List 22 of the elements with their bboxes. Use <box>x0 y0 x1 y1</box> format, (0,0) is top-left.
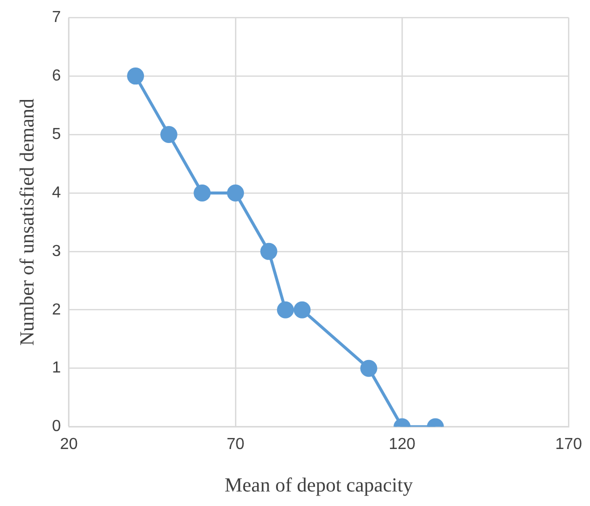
x-tick-label: 120 <box>388 436 416 453</box>
y-tick-label: 0 <box>52 418 61 436</box>
point <box>294 301 311 318</box>
point <box>127 68 144 85</box>
y-tick-label: 5 <box>52 126 61 143</box>
x-tick-label: 70 <box>226 436 244 453</box>
y-tick-label: 7 <box>52 9 61 26</box>
point <box>260 242 278 260</box>
point <box>276 301 294 318</box>
y-axis-title: Number of unsatisfied demand <box>16 98 38 346</box>
point <box>226 184 244 202</box>
point <box>360 360 378 377</box>
point <box>194 184 211 202</box>
y-tick-label: 1 <box>52 360 61 377</box>
point <box>160 126 178 144</box>
x-axis-title: Mean of depot capacity <box>224 474 413 496</box>
x-tick-label: 20 <box>60 436 78 453</box>
y-tick-label: 4 <box>52 184 61 202</box>
y-tick-label: 6 <box>52 67 61 84</box>
y-tick-label: 2 <box>52 301 61 318</box>
x-tick-label: 170 <box>555 436 582 453</box>
y-tick-label: 3 <box>52 242 61 260</box>
